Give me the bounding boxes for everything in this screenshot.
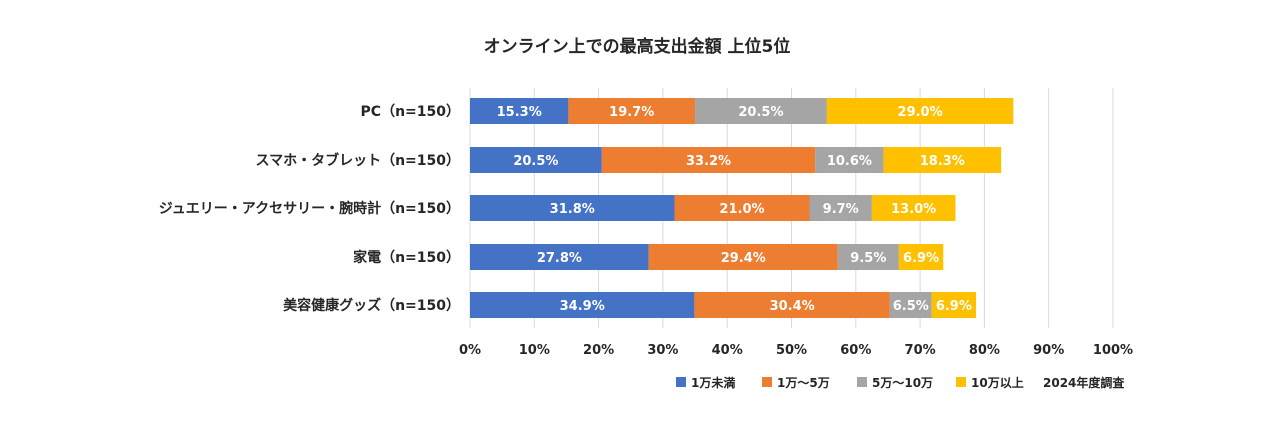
legend-swatch [676,377,686,387]
data-label: 6.9% [936,299,972,314]
x-tick-label: 90% [1033,343,1064,358]
bar-segment [694,292,890,318]
data-label: 13.0% [891,202,936,217]
legend: 1万未満 1万～5万 5万～10万 10万以上 [676,375,1024,390]
category-label: PC（n=150） [361,104,460,120]
data-label: 29.4% [721,251,766,266]
x-tick-label: 100% [1093,343,1133,358]
survey-note: 2024年度調査 [1043,375,1125,390]
bar-segment [871,195,956,221]
x-tick-label: 50% [776,343,807,358]
data-label: 15.3% [497,105,542,120]
bar-segment [695,98,827,124]
x-tick-label: 60% [840,343,871,358]
data-label: 10.6% [827,154,872,169]
data-label: 18.3% [920,154,965,169]
data-label: 6.5% [893,299,929,314]
category-label: 家電（n=150） [353,249,460,266]
x-tick-label: 80% [969,343,1000,358]
data-label: 27.8% [537,251,582,266]
data-label: 31.8% [550,202,595,217]
bar-segment [883,147,1002,173]
legend-label: 5万～10万 [872,376,933,390]
bar-segment [470,244,649,270]
bar-segment [815,147,884,173]
legend-swatch [956,377,966,387]
bar-segment [470,98,569,124]
bar-segment [648,244,838,270]
x-tick-label: 20% [583,343,614,358]
legend-label: 1万未満 [691,375,735,390]
bar-segment [674,195,810,221]
data-label: 9.5% [850,251,886,266]
data-label: 20.5% [513,154,558,169]
x-axis-ticks: 0% 10% 20% 30% 40% 50% 60% 70% 80% 90% 100% [459,343,1133,358]
data-label: 21.0% [719,202,764,217]
data-label: 6.9% [903,251,939,266]
x-tick-label: 0% [459,343,481,358]
data-label: 29.0% [898,105,943,120]
bar-segment [568,98,696,124]
data-label: 30.4% [770,299,815,314]
x-tick-label: 30% [647,343,678,358]
bar-segment [931,292,977,318]
chart-title: オンライン上での最高支出金額 上位5位 [484,36,791,57]
data-label: 33.2% [686,154,731,169]
legend-label: 1万～5万 [777,376,830,390]
data-label: 34.9% [560,299,605,314]
category-label: スマホ・タブレット（n=150） [255,152,460,169]
category-label: ジュエリー・アクセサリー・腕時計（n=150） [159,200,460,217]
bars: 15.3% 19.7% 20.5% 29.0% 20.5% 33.2% 10.6% 18.3%… [470,98,1014,318]
bar-segment [809,195,872,221]
category-labels: PC（n=150） スマホ・タブレット（n=150） ジュエリー・アクセサリー・腕時… [159,104,460,314]
bar-segment [470,147,602,173]
data-label: 20.5% [738,105,783,120]
legend-swatch [857,377,867,387]
x-tick-label: 40% [712,343,743,358]
data-label: 9.7% [823,202,859,217]
category-label: 美容健康グッズ（n=150） [283,297,460,314]
bar-segment [826,98,1014,124]
bar-segment [837,244,899,270]
bar-segment [601,147,816,173]
legend-label: 10万以上 [971,375,1024,390]
bar-segment [470,195,675,221]
bar-segment [470,292,695,318]
bar-segment [898,244,944,270]
bar-segment [889,292,932,318]
legend-swatch [762,377,772,387]
x-tick-label: 10% [519,343,550,358]
x-tick-label: 70% [905,343,936,358]
data-label: 19.7% [609,105,654,120]
